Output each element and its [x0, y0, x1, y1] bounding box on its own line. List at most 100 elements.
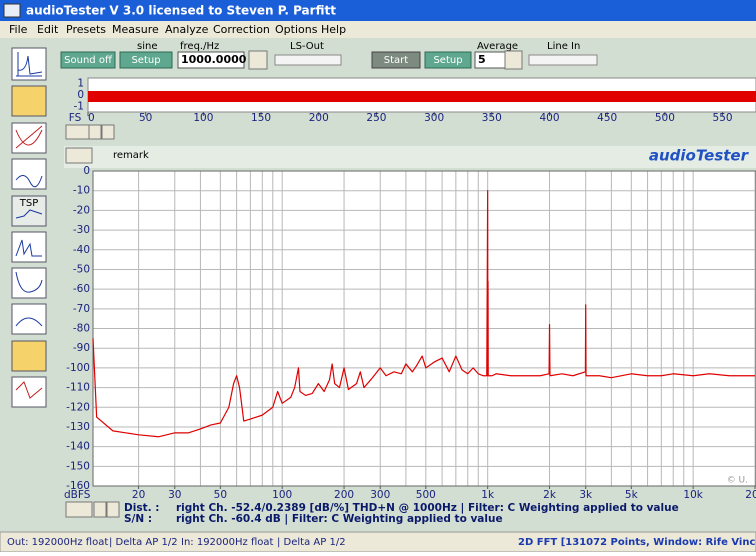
menu-item[interactable]: Analyze: [165, 23, 209, 36]
slider[interactable]: [528, 54, 598, 66]
x-tick-label: 200: [334, 489, 354, 501]
scope-signal: [88, 91, 756, 102]
scope-y-tick-label: 0: [77, 89, 84, 101]
button-label[interactable]: Setup: [433, 55, 462, 66]
x-tick-label: 300: [370, 489, 390, 501]
y-tick-label: -90: [73, 342, 90, 354]
y-tick-label: -70: [73, 303, 90, 315]
y-tick-label: -100: [66, 362, 90, 374]
button-label[interactable]: Setup: [131, 55, 160, 66]
menu-item[interactable]: Options: [275, 23, 318, 36]
x-tick-label: 1k: [481, 489, 495, 501]
y-tick-label: -10: [73, 185, 90, 197]
status-text: In: 192000Hz float: [181, 537, 274, 548]
tool-icon[interactable]: [11, 85, 47, 117]
x-tick-label: 50: [214, 489, 227, 501]
status-text: Out: 192000Hz float: [7, 537, 108, 548]
label: Line In: [547, 41, 580, 52]
menu-item[interactable]: Measure: [112, 23, 159, 36]
status-text: 2D FFT [131072 Points, Window: Rife Vinc…: [518, 537, 756, 548]
y-tick-label: -130: [66, 421, 90, 433]
scroll-button[interactable]: [101, 124, 115, 140]
scroll-button[interactable]: [93, 501, 107, 518]
x-tick-label: 10k: [683, 489, 703, 501]
sidebar: [11, 47, 47, 408]
result-label: Dist. :: [124, 502, 159, 514]
icon-graphic: [16, 52, 43, 77]
logo: audioTester: [649, 147, 750, 165]
x-tick-label: 5k: [625, 489, 639, 501]
input-value[interactable]: 1000.0000: [181, 53, 247, 66]
result-text: right Ch. -60.4 dB | Filter: C Weighting…: [176, 513, 503, 525]
scroll-button[interactable]: [106, 501, 120, 518]
slider[interactable]: [274, 54, 342, 66]
chart-header: [64, 146, 756, 168]
scope-x-tick-label: 550: [713, 112, 733, 124]
input[interactable]: [177, 51, 245, 69]
tool-icon[interactable]: [11, 303, 47, 335]
button[interactable]: [60, 51, 116, 69]
scope-x-tick-label: 200: [309, 112, 329, 124]
menu-bar: [0, 21, 756, 38]
scope-x-tick-label: 50: [139, 112, 152, 124]
button-label[interactable]: Sound off: [64, 55, 113, 66]
icon-graphic: [15, 175, 43, 188]
x-tick-label: 20: [132, 489, 145, 501]
spinner[interactable]: [504, 50, 523, 70]
icon-graphic: [15, 381, 43, 399]
y-tick-label: 0: [83, 165, 90, 177]
y-tick-label: -150: [66, 460, 90, 472]
x-tick-label: 30: [168, 489, 181, 501]
label: freq./Hz: [180, 41, 219, 52]
app-icon: [3, 3, 21, 18]
scroll-button[interactable]: [88, 124, 102, 140]
tool-icon[interactable]: [11, 340, 47, 372]
scope-y-tick-label: 1: [77, 78, 84, 90]
result-label: S/N :: [124, 513, 152, 525]
scope-x-tick-label: 400: [539, 112, 559, 124]
scope-x-tick-label: 0: [88, 112, 95, 124]
icon-graphic: [15, 239, 42, 257]
button[interactable]: [371, 51, 421, 69]
spectrum-line: [92, 190, 755, 438]
tool-icon[interactable]: [11, 267, 47, 299]
y-tick-label: -120: [66, 401, 90, 413]
spinner[interactable]: [65, 124, 93, 140]
menu-item[interactable]: Presets: [66, 23, 106, 36]
input-value[interactable]: 5: [478, 53, 486, 66]
label: sine: [137, 41, 157, 52]
remark: remark: [113, 150, 149, 161]
spinner[interactable]: [248, 50, 268, 70]
y-tick-label: -20: [73, 204, 90, 216]
spinner[interactable]: [65, 501, 93, 518]
button-label[interactable]: Start: [384, 55, 409, 66]
y-tick-label: -50: [73, 263, 90, 275]
title-bar: [0, 0, 756, 21]
label: Average: [477, 41, 518, 52]
spinner[interactable]: [65, 147, 93, 164]
menu-item[interactable]: Help: [321, 23, 346, 36]
copyright: © U.: [727, 476, 748, 486]
tool-icon[interactable]: [11, 231, 47, 263]
scope-x-tick-label: 150: [251, 112, 271, 124]
icon-graphic: [15, 125, 43, 149]
menu-item[interactable]: Correction: [213, 23, 270, 36]
tool-icon[interactable]: [11, 158, 47, 190]
menu-item[interactable]: Edit: [37, 23, 59, 36]
x-tick-label: 2k: [543, 489, 557, 501]
button[interactable]: [424, 51, 472, 69]
button[interactable]: [119, 51, 173, 69]
scope-x-tick-label: 250: [366, 112, 386, 124]
y-tick-label: -140: [66, 441, 90, 453]
scope-x-tick-label: 450: [597, 112, 617, 124]
scope-x-tick-label: 350: [482, 112, 502, 124]
y-tick-label: -80: [73, 323, 90, 335]
menu-item[interactable]: File: [9, 23, 28, 36]
status-text: | Delta AP 1/2: [277, 537, 346, 548]
icon-graphic: [15, 271, 43, 293]
x-tick-label: 3k: [579, 489, 593, 501]
y-axis-label: dBFS: [64, 489, 91, 501]
tool-icon[interactable]: [11, 376, 47, 408]
